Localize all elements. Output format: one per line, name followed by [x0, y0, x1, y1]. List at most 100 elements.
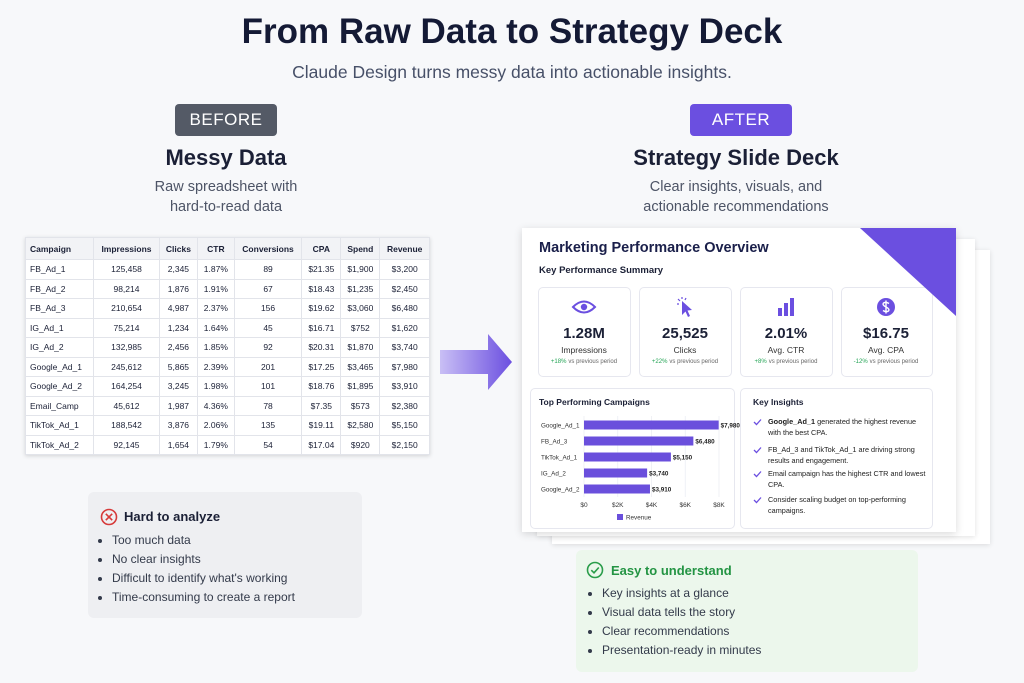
- table-row: IG_Ad_2 132,985 2,456 1.85% 92 $20.31 $1,870 $3…: [24, 337, 430, 358]
- error-icon: [100, 508, 118, 526]
- legend-swatch: [617, 514, 623, 520]
- kpi-change: +8% vs previous period: [740, 359, 832, 365]
- problem-item: Difficult to identify what's working: [112, 569, 295, 588]
- kpi-note: vs previous period: [669, 359, 719, 365]
- problem-item: Time-consuming to create a report: [112, 588, 295, 607]
- table-cell: TikTok_Ad_2: [24, 434, 95, 455]
- kpi-label: Impressions: [561, 345, 607, 355]
- x-tick-label: $4K: [646, 502, 658, 509]
- x-tick-label: $8K: [713, 502, 725, 509]
- kpi-note: vs previous period: [869, 359, 919, 365]
- table-cell: $2,150: [379, 434, 430, 455]
- insight-item: Consider scaling budget on top-performin…: [768, 495, 906, 515]
- value-label: $6,480: [695, 438, 715, 445]
- check-icons: [753, 419, 762, 504]
- after-description: Clear insights, visuals, and actionable …: [586, 177, 886, 217]
- kpi-delta: +22%: [651, 359, 668, 365]
- description-line: actionable recommendations: [643, 199, 829, 215]
- y-tick-label: TikTok_Ad_1: [541, 454, 578, 461]
- kpi-change: +22% vs previous period: [639, 359, 731, 365]
- arrow: [440, 334, 512, 390]
- column-header: Conversions: [233, 237, 303, 260]
- kpi-card: [740, 287, 833, 377]
- value-label: $7,980: [721, 422, 741, 429]
- bar: [584, 468, 648, 478]
- before-badge: BEFORE: [175, 104, 277, 136]
- y-tick-label: Google_Ad_2: [541, 486, 580, 493]
- y-tick-label: FB_Ad_3: [541, 438, 568, 445]
- kpi-delta: +8%: [754, 359, 767, 365]
- description-line: Clear insights, visuals, and: [649, 179, 823, 195]
- problem-item: Too much data: [112, 531, 295, 550]
- value-label: $5,150: [673, 454, 693, 461]
- table-row: Google_Ad_2 164,254 3,245 1.98% 101 $18.76 $1,…: [24, 376, 430, 397]
- benefit-item: Clear recommendations: [602, 622, 761, 641]
- table-row: Email_Camp 45,612 1,987 4.36% 78 $7.35 $573 $2,…: [24, 395, 430, 416]
- table-row: IG_Ad_1 75,214 1,234 1.64% 45 $16.71 $752 $1,62…: [24, 317, 430, 338]
- slide-section: Key Performance Summary: [539, 265, 664, 276]
- description-line: Raw spreadsheet with: [154, 179, 298, 195]
- problems-title: Hard to analyze: [124, 509, 221, 524]
- insight-item: Google_Ad_1 generated the highest revenu…: [768, 417, 928, 438]
- insight-text: generated the highest revenue with the b…: [768, 417, 917, 437]
- table-cell: $573: [340, 395, 381, 416]
- problems-list: Too much data No clear insights Difficul…: [96, 531, 295, 607]
- column-header: Spend: [340, 237, 381, 260]
- value-label: $3,740: [649, 470, 669, 477]
- kpi-note: vs previous period: [768, 359, 818, 365]
- table-cell: 156: [233, 298, 303, 319]
- benefits-box: Easy to understand Key insights at a gla…: [576, 550, 918, 672]
- table-cell: $920: [340, 434, 381, 455]
- kpi-label: Clicks: [673, 345, 697, 355]
- insight-item: Email campaign has the highest CTR and l…: [768, 469, 926, 489]
- problems-box: Hard to analyze Too much data No clear i…: [88, 492, 362, 618]
- eye-icon: [571, 300, 597, 314]
- benefit-item: Presentation-ready in minutes: [602, 641, 761, 660]
- column-header: Campaign: [24, 237, 95, 260]
- legend-label: Revenue: [626, 515, 652, 522]
- cursor-icon: [677, 297, 692, 317]
- corner-accent: [860, 228, 956, 316]
- table-row: TikTok_Ad_2 92,145 1,654 1.79% 54 $17.04 $920 $…: [24, 434, 430, 455]
- table-row: FB_Ad_2 98,214 1,876 1.91% 67 $18.43 $1,235 $2,…: [24, 278, 430, 299]
- insights-title: Key Insights: [753, 397, 804, 407]
- slide-title: Marketing Performance Overview: [539, 240, 769, 256]
- kpi-value: 1.28M: [563, 325, 605, 342]
- bar: [584, 420, 719, 430]
- kpi-delta: +18%: [550, 359, 567, 365]
- benefit-item: Visual data tells the story: [602, 603, 761, 622]
- chart-title: Top Performing Campaigns: [539, 397, 650, 407]
- benefits-list: Key insights at a glance Visual data tel…: [586, 584, 761, 660]
- table-row: FB_Ad_1 125,458 2,345 1.87% 89 $21.35 $1,900 $3…: [24, 259, 430, 280]
- benefits-title: Easy to understand: [611, 563, 732, 578]
- description-line: hard-to-read data: [169, 199, 283, 215]
- column-header: Revenue: [379, 237, 430, 260]
- before-title: Messy Data: [165, 145, 287, 170]
- column-header: CPA: [301, 237, 342, 260]
- column-header: CTR: [196, 237, 235, 260]
- after-badge: AFTER: [690, 104, 792, 136]
- benefit-item: Key insights at a glance: [602, 584, 761, 603]
- page-title: From Raw Data to Strategy Deck: [241, 12, 783, 51]
- page-subtitle: Claude Design turns messy data into acti…: [292, 62, 732, 82]
- kpi-delta: -12%: [853, 359, 868, 365]
- y-tick-label: IG_Ad_2: [541, 470, 566, 477]
- column-header: Impressions: [93, 237, 160, 260]
- x-tick-label: $2K: [612, 502, 624, 509]
- value-label: $3,910: [652, 486, 672, 493]
- kpi-change: +18% vs previous period: [538, 359, 630, 365]
- x-tick-label: $0: [580, 502, 588, 509]
- table-cell: IG_Ad_2: [24, 337, 95, 358]
- y-tick-label: Google_Ad_1: [541, 422, 580, 429]
- kpi-label: Avg. CTR: [767, 345, 805, 355]
- table-cell: 1,654: [158, 434, 198, 455]
- kpi-value: 25,525: [662, 325, 708, 342]
- bar: [584, 484, 650, 494]
- insight-item: FB_Ad_3 and TikTok_Ad_1 are driving stro…: [768, 445, 915, 465]
- table-cell: 3,876: [158, 415, 198, 436]
- kpi-change: -12% vs previous period: [840, 359, 932, 365]
- x-tick-label: $6K: [679, 502, 691, 509]
- insights-panel: [740, 388, 933, 529]
